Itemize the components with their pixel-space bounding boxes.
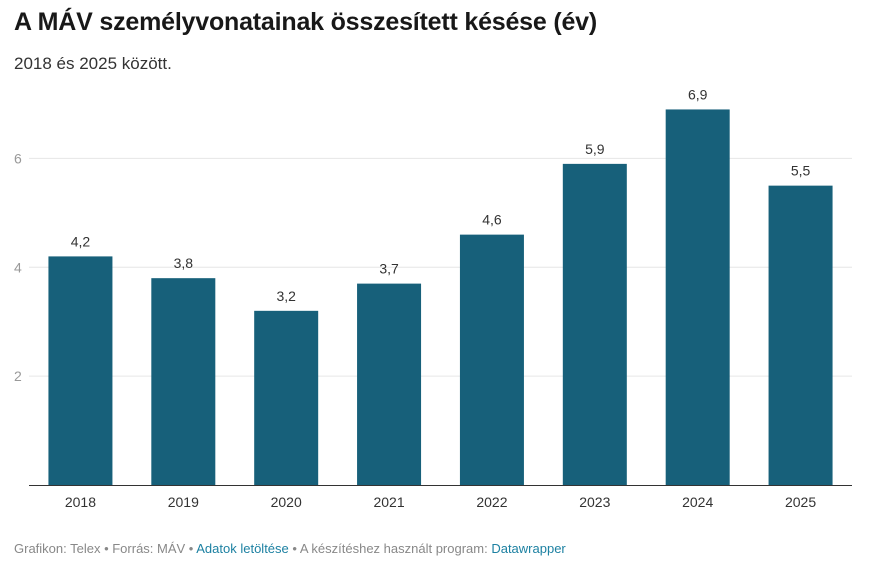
x-tick-label-2025: 2025 [785, 494, 816, 510]
bar-2019 [151, 278, 216, 485]
x-tick-label-2020: 2020 [271, 494, 302, 510]
footer: Grafikon: Telex • Forrás: MÁV • Adatok l… [14, 541, 566, 556]
y-tick-label: 6 [14, 150, 22, 166]
data-label-2024: 6,9 [688, 86, 708, 102]
datawrapper-link[interactable]: Datawrapper [491, 541, 566, 556]
y-tick-label: 4 [14, 259, 22, 275]
data-label-2025: 5,5 [791, 163, 811, 179]
bar-2020 [254, 310, 319, 485]
data-label-2023: 5,9 [585, 141, 605, 157]
bar-2022 [459, 234, 524, 485]
chart-subtitle: 2018 és 2025 között. [14, 54, 172, 73]
x-tick-label-2024: 2024 [682, 494, 713, 510]
footer-middle: • A készítéshez használt program: [288, 541, 492, 556]
chart-title: A MÁV személyvonatainak összesített késé… [14, 8, 597, 36]
x-tick-label-2018: 2018 [65, 494, 96, 510]
bar-2018 [48, 256, 113, 485]
x-tick-label-2023: 2023 [579, 494, 610, 510]
bar-2023 [562, 163, 627, 485]
data-label-2018: 4,2 [71, 233, 91, 249]
data-label-2021: 3,7 [379, 261, 399, 277]
download-data-link[interactable]: Adatok letöltése [196, 541, 289, 556]
data-label-2019: 3,8 [174, 255, 194, 271]
y-tick-label: 2 [14, 368, 22, 384]
footer-credit: Grafikon: Telex • Forrás: MÁV • [14, 541, 197, 556]
bar-2024 [665, 109, 730, 485]
x-tick-label-2021: 2021 [373, 494, 404, 510]
bar-2021 [357, 283, 422, 485]
data-label-2020: 3,2 [276, 288, 296, 304]
bar-2025 [768, 185, 833, 485]
x-tick-label-2022: 2022 [476, 494, 507, 510]
x-tick-label-2019: 2019 [168, 494, 199, 510]
data-label-2022: 4,6 [482, 212, 502, 228]
